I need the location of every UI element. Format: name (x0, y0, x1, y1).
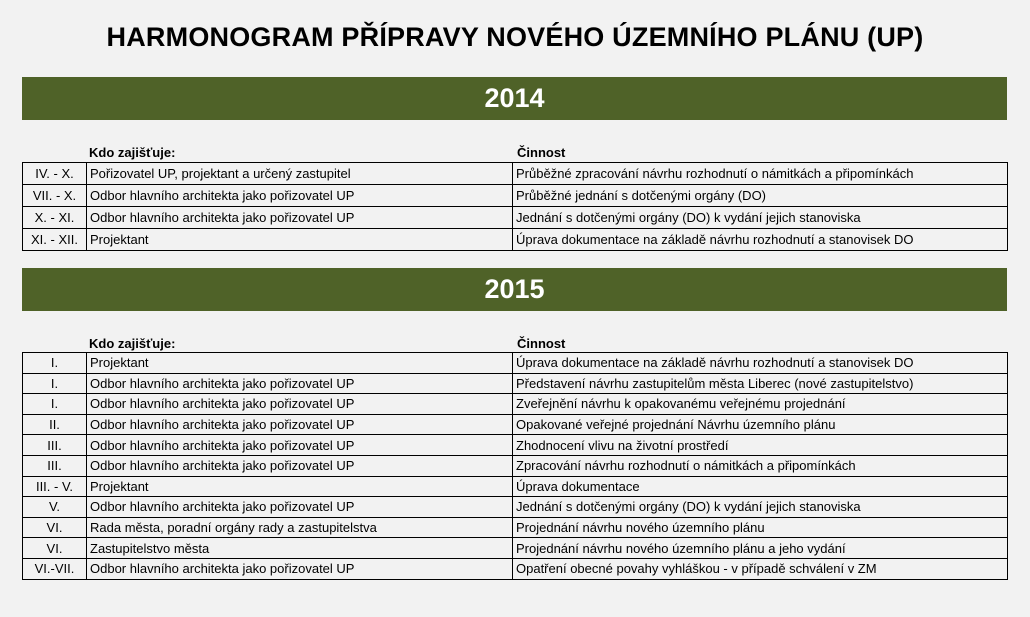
who-cell: Odbor hlavního architekta jako pořizovat… (86, 393, 513, 415)
who-cell: Zastupitelstvo města (86, 537, 513, 559)
table-row: VI. Zastupitelstvo města Projednání návrhu… (22, 537, 1008, 559)
period-cell: II. (22, 413, 87, 436)
who-cell: Odbor hlavního architekta jako pořizovat… (86, 557, 513, 580)
who-cell: Projektant (86, 228, 513, 251)
schedule-table-2014: IV. - X. Pořizovatel UP, projektant a urč… (22, 162, 1008, 251)
activity-cell: Úprava dokumentace na základě návrhu roz… (512, 228, 1008, 251)
activity-cell: Jednání s dotčenými orgány (DO) k vydání… (512, 496, 1008, 518)
table-row: X. - XI. Odbor hlavního architekta jako p… (22, 206, 1008, 229)
activity-cell: Projednání návrhu nového územního plánu (512, 516, 1008, 539)
who-cell: Odbor hlavního architekta jako pořizovat… (86, 413, 513, 436)
table-row: III. Odbor hlavního architekta jako pořiz… (22, 454, 1008, 477)
activity-cell: Úprava dokumentace na základě návrhu roz… (512, 352, 1008, 374)
table-row: III. Odbor hlavního architekta jako pořiz… (22, 434, 1008, 456)
table-row: IV. - X. Pořizovatel UP, projektant a urč… (22, 162, 1008, 185)
period-cell: V. (22, 496, 87, 518)
who-cell: Odbor hlavního architekta jako pořizovat… (86, 372, 513, 395)
activity-cell: Zpracování návrhu rozhodnutí o námitkách… (512, 454, 1008, 477)
table-row: VI.-VII. Odbor hlavního architekta jako p… (22, 557, 1008, 580)
activity-cell: Projednání návrhu nového územního plánu … (512, 537, 1008, 559)
who-cell: Odbor hlavního architekta jako pořizovat… (86, 206, 513, 229)
table-row: II. Odbor hlavního architekta jako pořizo… (22, 413, 1008, 436)
activity-cell: Zhodnocení vlivu na životní prostředí (512, 434, 1008, 456)
table-row: XI. - XII. Projektant Úprava dokumentace n… (22, 228, 1008, 251)
activity-cell: Jednání s dotčenými orgány (DO) k vydání… (512, 206, 1008, 229)
year-banner-2015: 2015 (22, 268, 1007, 311)
period-cell: I. (22, 372, 87, 395)
who-cell: Odbor hlavního architekta jako pořizovat… (86, 184, 513, 207)
table-row: III. - V. Projektant Úprava dokumentace (22, 475, 1008, 498)
who-cell: Projektant (86, 475, 513, 498)
period-cell: I. (22, 352, 87, 374)
period-cell: III. - V. (22, 475, 87, 498)
period-cell: VI. (22, 537, 87, 559)
who-cell: Odbor hlavního architekta jako pořizovat… (86, 454, 513, 477)
period-cell: VII. - X. (22, 184, 87, 207)
activity-cell: Průběžné zpracování návrhu rozhodnutí o … (512, 162, 1008, 185)
table-row: I. Projektant Úprava dokumentace na základ… (22, 352, 1008, 374)
activity-cell: Zveřejnění návrhu k opakovanému veřejném… (512, 393, 1008, 415)
table-row: VII. - X. Odbor hlavního architekta jako … (22, 184, 1008, 207)
period-cell: X. - XI. (22, 206, 87, 229)
who-cell: Odbor hlavního architekta jako pořizovat… (86, 496, 513, 518)
period-cell: III. (22, 454, 87, 477)
period-cell: VI.-VII. (22, 557, 87, 580)
activity-cell: Úprava dokumentace (512, 475, 1008, 498)
activity-cell: Průběžné jednání s dotčenými orgány (DO) (512, 184, 1008, 207)
activity-cell: Opatření obecné povahy vyhláškou - v pří… (512, 557, 1008, 580)
period-cell: IV. - X. (22, 162, 87, 185)
who-cell: Odbor hlavního architekta jako pořizovat… (86, 434, 513, 456)
schedule-table-2015: I. Projektant Úprava dokumentace na základ… (22, 352, 1008, 580)
table-row: V. Odbor hlavního architekta jako pořizov… (22, 496, 1008, 518)
period-cell: III. (22, 434, 87, 456)
column-header-who: Kdo zajišťuje: (89, 145, 176, 160)
page-title: HARMONOGRAM PŘÍPRAVY NOVÉHO ÚZEMNÍHO PLÁ… (106, 22, 924, 52)
activity-cell: Opakované veřejné projednání Návrhu územ… (512, 413, 1008, 436)
column-header-activity: Činnost (517, 145, 566, 160)
table-row: I. Odbor hlavního architekta jako pořizov… (22, 393, 1008, 415)
who-cell: Projektant (86, 352, 513, 374)
period-cell: VI. (22, 516, 87, 539)
period-cell: I. (22, 393, 87, 415)
table-row: I. Odbor hlavního architekta jako pořizov… (22, 372, 1008, 395)
activity-cell: Představení návrhu zastupitelům města Li… (512, 372, 1008, 395)
who-cell: Pořizovatel UP, projektant a určený zast… (86, 162, 513, 185)
who-cell: Rada města, poradní orgány rady a zastup… (86, 516, 513, 539)
column-header-activity: Činnost (517, 336, 566, 351)
table-row: VI. Rada města, poradní orgány rady a zas… (22, 516, 1008, 539)
period-cell: XI. - XII. (22, 228, 87, 251)
year-banner-2014: 2014 (22, 77, 1007, 120)
column-header-who: Kdo zajišťuje: (89, 336, 176, 351)
